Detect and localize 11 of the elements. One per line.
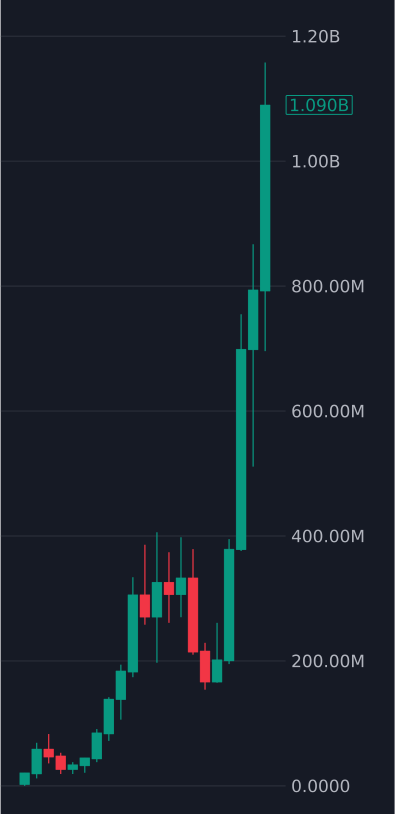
candlestick bbox=[140, 544, 150, 626]
y-tick-label: 200.00M bbox=[292, 654, 364, 668]
y-tick-label: 0.0000 bbox=[292, 779, 350, 792]
candlestick bbox=[164, 552, 174, 624]
y-tick-label: 600.00M bbox=[292, 404, 364, 418]
y-tick-label: 1.00B bbox=[293, 154, 340, 168]
y-tick-label: 1.20B bbox=[293, 30, 340, 43]
y-tick-label: 400.00M bbox=[292, 530, 364, 542]
y-tick-label: 800.00M bbox=[292, 280, 364, 293]
text: 1.090B bbox=[291, 98, 348, 112]
candlestick bbox=[176, 536, 186, 618]
